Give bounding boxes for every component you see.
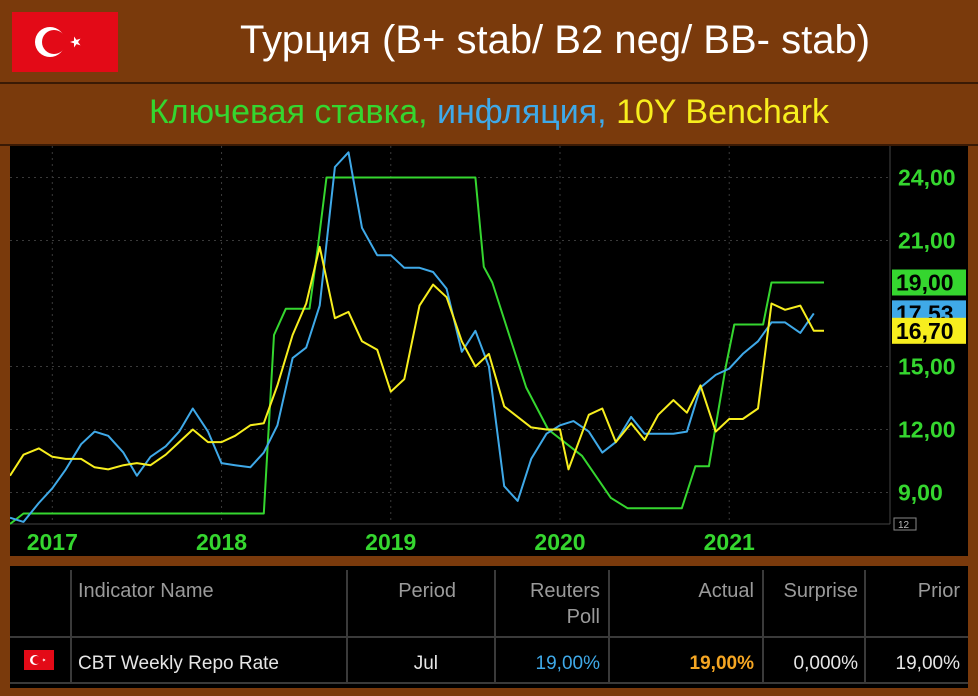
bond-10y-line [10, 245, 824, 477]
header-prior: Prior [917, 580, 960, 602]
policy-rate-line [10, 176, 824, 525]
turkey-flag-icon [24, 650, 54, 670]
row-period: Jul [413, 653, 438, 674]
subtitle-inflation: инфляция, [437, 93, 607, 131]
col-divider [762, 570, 764, 684]
header-surprise: Surprise [783, 580, 858, 602]
y-tick-label: 24,00 [898, 165, 956, 191]
line-chart: 24,00 21,00 15,00 12,00 9,00 2017 2018 2019 202… [10, 146, 968, 556]
col-divider [70, 570, 72, 684]
last-value-bond-10y-text: 16,70 [896, 318, 954, 344]
header-reuters-poll-line1: Reuters [529, 580, 600, 602]
y-tick-label: 12,00 [898, 417, 956, 443]
x-tick-label: 2019 [365, 529, 416, 555]
chart-background [10, 146, 968, 556]
header-period: Period [398, 580, 456, 602]
subtitle-bar: Ключевая ставка, инфляция, 10Y Benchark [0, 84, 978, 146]
series-layer [10, 151, 824, 525]
last-value-policy-rate: 19,00 [892, 269, 966, 296]
row-surprise: 0,000% [793, 653, 858, 674]
turkey-flag-icon [12, 12, 118, 72]
small-marker-box [893, 517, 917, 531]
last-value-policy-rate-text: 19,00 [896, 270, 954, 296]
last-value-policy-rate-bg [892, 269, 966, 296]
col-divider [494, 570, 496, 684]
row-prior: 19,00% [895, 653, 960, 674]
row-divider [10, 682, 968, 684]
x-tick-label: 2021 [704, 529, 755, 555]
x-tick-label: 2017 [27, 529, 78, 555]
subtitle: Ключевая ставка, инфляция, 10Y Benchark [0, 90, 978, 134]
header-reuters-poll-line2: Poll [566, 606, 600, 628]
header-reuters-poll: Reuters Poll [494, 578, 600, 630]
indicator-table: Indicator Name Period Reuters Poll Actua… [10, 566, 968, 688]
subtitle-policy-rate: Ключевая ставка, [148, 93, 428, 131]
small-marker-text: 12 [898, 520, 910, 531]
x-axis-labels: 2017 2018 2019 2020 2021 [27, 529, 755, 555]
inflation-line [10, 151, 815, 523]
y-tick-label: 15,00 [898, 354, 956, 380]
col-divider [864, 570, 866, 684]
header-actual: Actual [698, 580, 754, 602]
row-reuters-poll: 19,00% [535, 653, 600, 674]
page-title: Турция (B+ stab/ B2 neg/ BB- stab) [239, 18, 871, 62]
grid-layer [10, 146, 891, 525]
x-tick-label: 2018 [196, 529, 247, 555]
chart-extras: 12 [893, 517, 917, 531]
col-divider [608, 570, 610, 684]
header-divider [10, 636, 968, 638]
last-value-bond-10y-bg [892, 317, 966, 344]
row-indicator-name: CBT Weekly Repo Rate [78, 653, 279, 674]
x-tick-label: 2020 [534, 529, 585, 555]
y-tick-label: 9,00 [898, 480, 943, 506]
col-divider [346, 570, 348, 684]
row-actual: 19,00% [689, 653, 754, 674]
title-bar: Турция (B+ stab/ B2 neg/ BB- stab) [0, 0, 978, 84]
y-axis-labels: 24,00 21,00 15,00 12,00 9,00 [898, 165, 956, 506]
last-value-bond-10y: 16,70 [892, 317, 966, 344]
subtitle-10y-benchmark: 10Y Benchark [616, 93, 830, 131]
y-tick-label: 21,00 [898, 228, 956, 254]
header-indicator-name: Indicator Name [78, 580, 214, 602]
